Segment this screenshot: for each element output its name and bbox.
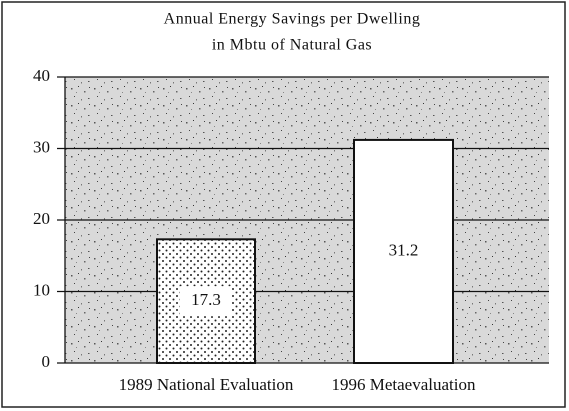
- data-label: 17.3: [191, 290, 221, 309]
- label-backdrop: [180, 286, 232, 317]
- y-tick-label: 30: [33, 137, 50, 156]
- y-tick-label: 20: [33, 209, 50, 228]
- bar: [353, 138, 454, 364]
- chart-title: Annual Energy Savings per Dwelling: [164, 11, 421, 28]
- y-tick-label: 40: [33, 66, 50, 85]
- y-tick-label: 0: [42, 352, 51, 371]
- x-tick-label: 1996 Metaevaluation: [332, 375, 476, 394]
- y-tick-label: 10: [33, 280, 50, 299]
- chart-subtitle: in Mbtu of Natural Gas: [212, 37, 372, 54]
- x-tick-label: 1989 National Evaluation: [119, 375, 294, 394]
- data-label: 31.2: [389, 240, 419, 259]
